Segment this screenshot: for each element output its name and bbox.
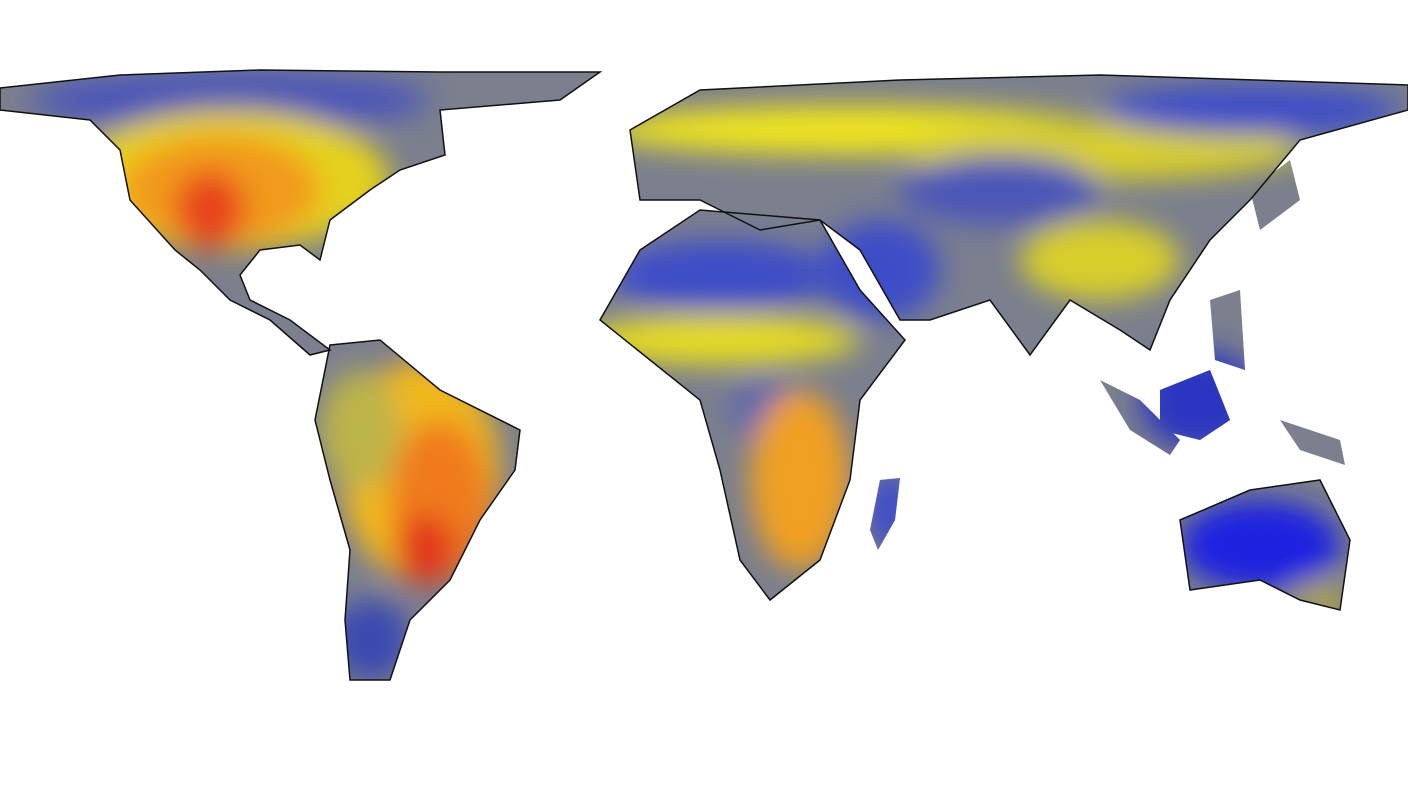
land-fill	[0, 70, 1408, 680]
coastlines	[0, 69, 1408, 681]
